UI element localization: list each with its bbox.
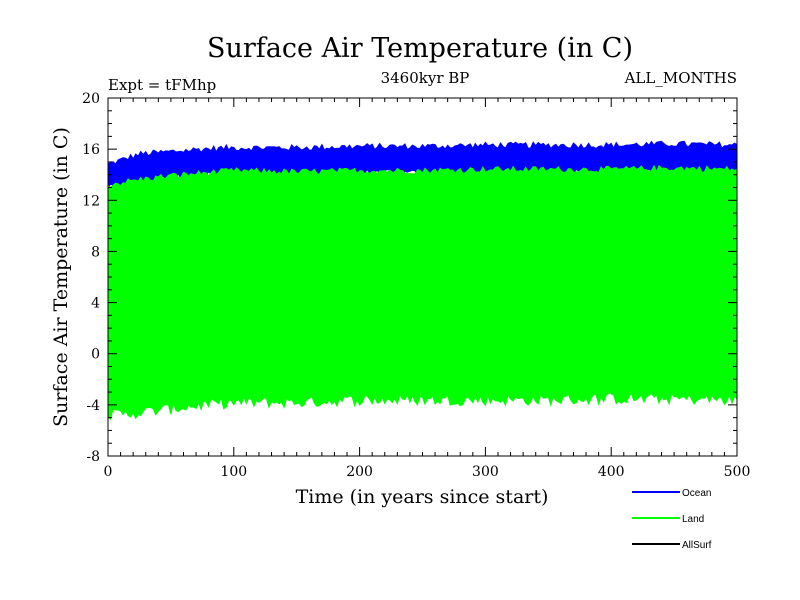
y-tick-label: 0 <box>91 347 100 363</box>
data-layer <box>107 140 738 421</box>
chart-title: Surface Air Temperature (in C) <box>207 33 633 64</box>
x-tick-label: 500 <box>724 464 751 480</box>
y-tick-label: 12 <box>82 193 100 209</box>
x-tick-label: 0 <box>104 464 113 480</box>
legend-label-land: Land <box>682 514 704 525</box>
y-tick-label: 16 <box>82 142 100 158</box>
y-tick-label: 20 <box>82 91 100 107</box>
chart-expt-label: Expt = tFMhp <box>108 76 216 94</box>
legend-label-ocean: Ocean <box>682 488 711 499</box>
axes-layer: 0 100 200 300 400 500 -8 -4 0 4 8 12 16 20 <box>82 91 750 480</box>
y-tick-label: -4 <box>86 398 100 414</box>
legend: Ocean Land AllSurf <box>632 488 712 551</box>
chart-period-label: 3460kyr BP <box>381 69 470 87</box>
x-tick-label: 100 <box>220 464 247 480</box>
series-band-land <box>107 164 738 421</box>
x-tick-label: 200 <box>346 464 373 480</box>
y-tick-label: 8 <box>91 244 100 260</box>
legend-label-allsurf: AllSurf <box>682 540 712 551</box>
chart-months-label: ALL_MONTHS <box>624 69 737 87</box>
x-tick-label: 300 <box>472 464 499 480</box>
y-tick-label: -8 <box>86 449 100 465</box>
y-tick-label: 4 <box>91 296 100 312</box>
y-axis-label: Surface Air Temperature (in C) <box>50 127 72 427</box>
x-axis-label: Time (in years since start) <box>296 486 549 508</box>
x-tick-label: 400 <box>598 464 625 480</box>
